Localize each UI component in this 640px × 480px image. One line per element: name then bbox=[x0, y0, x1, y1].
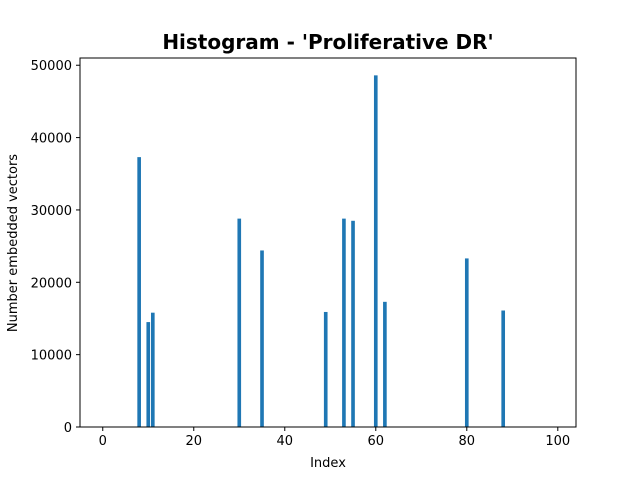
y-tick-label: 30000 bbox=[31, 204, 72, 219]
y-tick-label: 0 bbox=[64, 421, 72, 436]
x-tick-label: 60 bbox=[368, 434, 385, 449]
x-tick-label: 100 bbox=[545, 434, 570, 449]
plot-frame bbox=[79, 57, 577, 428]
bar bbox=[373, 75, 378, 427]
x-tick-label: 0 bbox=[99, 434, 107, 449]
x-axis-label: Index bbox=[310, 456, 346, 471]
bar bbox=[323, 311, 328, 427]
y-tick-label: 50000 bbox=[31, 59, 72, 74]
x-tick-label: 20 bbox=[185, 434, 202, 449]
chart-title: Histogram - 'Proliferative DR' bbox=[162, 30, 493, 54]
y-tick-label: 20000 bbox=[31, 276, 72, 291]
bar bbox=[260, 250, 264, 427]
y-tick-label: 40000 bbox=[31, 132, 72, 147]
bar bbox=[501, 310, 506, 427]
x-tick-label: 40 bbox=[276, 434, 293, 449]
bar bbox=[150, 312, 155, 427]
y-tick-label: 10000 bbox=[31, 349, 72, 364]
bar bbox=[383, 301, 387, 427]
bar bbox=[342, 218, 346, 427]
bar bbox=[464, 258, 469, 427]
y-axis-label: Number embedded vectors bbox=[6, 154, 21, 332]
bar bbox=[237, 218, 242, 427]
x-axis-ticks: 0 20 40 60 80 100 bbox=[99, 427, 570, 449]
bar bbox=[351, 220, 355, 427]
bars-group bbox=[137, 75, 506, 427]
y-axis-ticks: 0 10000 20000 30000 40000 50000 bbox=[31, 59, 80, 436]
bar bbox=[137, 157, 141, 427]
bar bbox=[146, 322, 151, 427]
x-tick-label: 80 bbox=[459, 434, 476, 449]
